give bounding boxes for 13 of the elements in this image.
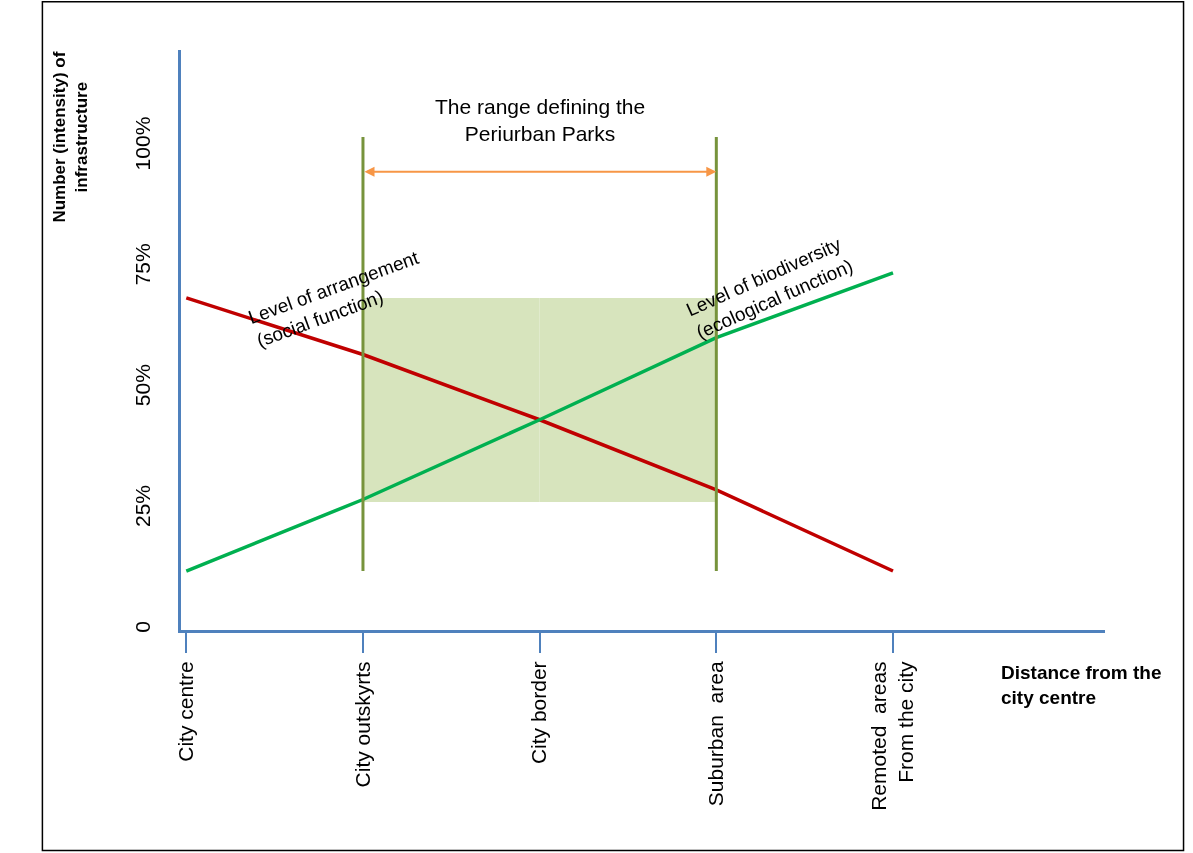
y-tick-label: 25% (130, 485, 154, 528)
x-tick-label: Remoted areas From the city (867, 660, 918, 811)
y-tick-label: 100% (130, 116, 154, 171)
x-tick-label: City border (527, 661, 551, 765)
y-tick-label: 50% (130, 364, 154, 407)
x-tick-label: Suburban area (704, 661, 728, 807)
annotation: The range defining the Periurban Parks (435, 95, 646, 146)
x-axis-title: Distance from the city centre (1001, 662, 1162, 708)
y-axis-title: Number (intensity) of infrastructure (49, 51, 91, 223)
y-tick-label: 0 (130, 621, 154, 633)
x-tick-label: City outskyrts (350, 661, 374, 788)
y-tick-label: 75% (130, 243, 154, 286)
x-tick-label: City centre (174, 661, 198, 762)
